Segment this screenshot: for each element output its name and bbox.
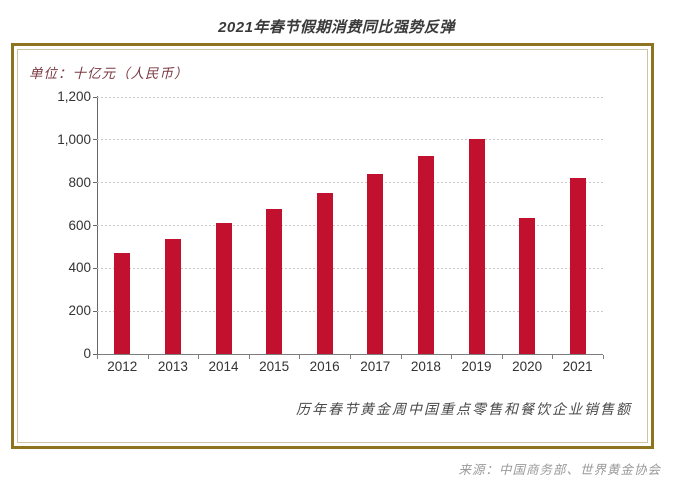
y-axis-tick-600 bbox=[93, 225, 97, 226]
x-axis-boundary-tick-3 bbox=[248, 355, 250, 359]
source-attribution: 来源：中国商务部、世界黄金协会 bbox=[458, 462, 661, 477]
gridline-800 bbox=[97, 182, 603, 184]
bar-2019 bbox=[468, 138, 485, 354]
x-tick-label-2020: 2020 bbox=[512, 359, 543, 374]
y-tick-label-800: 800 bbox=[68, 174, 91, 190]
x-tick-label-2013: 2013 bbox=[157, 359, 188, 374]
x-axis-boundary-tick-7 bbox=[451, 355, 453, 359]
gridline-400 bbox=[97, 267, 603, 269]
x-tick-label-2016: 2016 bbox=[309, 359, 340, 374]
gridline-200 bbox=[97, 310, 603, 312]
y-tick-label-600: 600 bbox=[68, 217, 91, 233]
x-axis-boundary-tick-2 bbox=[198, 355, 200, 359]
x-axis-boundary-tick-6 bbox=[400, 355, 402, 359]
y-tick-label-400: 400 bbox=[68, 260, 91, 276]
gridline-1200 bbox=[97, 96, 603, 98]
x-tick-label-2012: 2012 bbox=[107, 359, 138, 374]
y-axis-line bbox=[97, 96, 98, 358]
bar-2018 bbox=[417, 155, 434, 354]
bar-2015 bbox=[266, 208, 283, 354]
x-axis-line bbox=[97, 354, 603, 355]
bar-2017 bbox=[367, 174, 384, 354]
x-tick-label-2017: 2017 bbox=[360, 359, 391, 374]
chart-frame-inner-border bbox=[17, 49, 648, 443]
x-tick-label-2015: 2015 bbox=[259, 359, 290, 374]
y-axis-unit-label: 单位：十亿元（人民币） bbox=[29, 66, 189, 82]
x-axis-boundary-tick-0 bbox=[97, 355, 98, 359]
chart-title: 2021年春节假期消费同比强势反弹 bbox=[218, 19, 455, 36]
bar-2021 bbox=[569, 178, 586, 354]
x-axis-boundary-tick-8 bbox=[501, 355, 503, 359]
y-axis-tick-200 bbox=[93, 310, 97, 312]
bar-2020 bbox=[519, 218, 536, 354]
gridline-1000 bbox=[97, 139, 603, 141]
x-axis-boundary-tick-10 bbox=[603, 355, 604, 359]
x-tick-label-2019: 2019 bbox=[461, 359, 492, 374]
chart-subtitle-caption: 历年春节黄金周中国重点零售和餐饮企业销售额 bbox=[296, 402, 632, 418]
y-tick-label-0: 0 bbox=[83, 346, 91, 361]
bar-2016 bbox=[316, 192, 333, 354]
x-axis-boundary-tick-5 bbox=[350, 355, 351, 359]
x-axis-boundary-tick-4 bbox=[299, 355, 301, 359]
y-axis-tick-1000 bbox=[93, 139, 97, 141]
x-axis-boundary-tick-1 bbox=[147, 355, 149, 359]
x-tick-label-2021: 2021 bbox=[562, 359, 593, 374]
plot-area: 0 200 400 600 800 1,000 1,200 2012 2013 2014 2015 2… bbox=[57, 90, 604, 374]
y-tick-label-1200: 1,200 bbox=[57, 89, 91, 104]
y-axis-tick-400 bbox=[93, 267, 97, 269]
gridline-600 bbox=[97, 225, 603, 226]
y-axis-tick-0 bbox=[93, 353, 97, 355]
y-tick-label-1000: 1,000 bbox=[57, 131, 91, 147]
bar-2014 bbox=[215, 223, 232, 354]
x-tick-label-2014: 2014 bbox=[208, 359, 239, 374]
y-axis-tick-1200 bbox=[93, 96, 97, 98]
bar-2013 bbox=[164, 238, 181, 354]
bar-2012 bbox=[114, 253, 131, 354]
x-tick-label-2018: 2018 bbox=[410, 359, 441, 374]
y-axis-tick-800 bbox=[93, 182, 97, 184]
x-axis-boundary-tick-9 bbox=[552, 355, 554, 359]
y-tick-label-200: 200 bbox=[68, 303, 91, 319]
